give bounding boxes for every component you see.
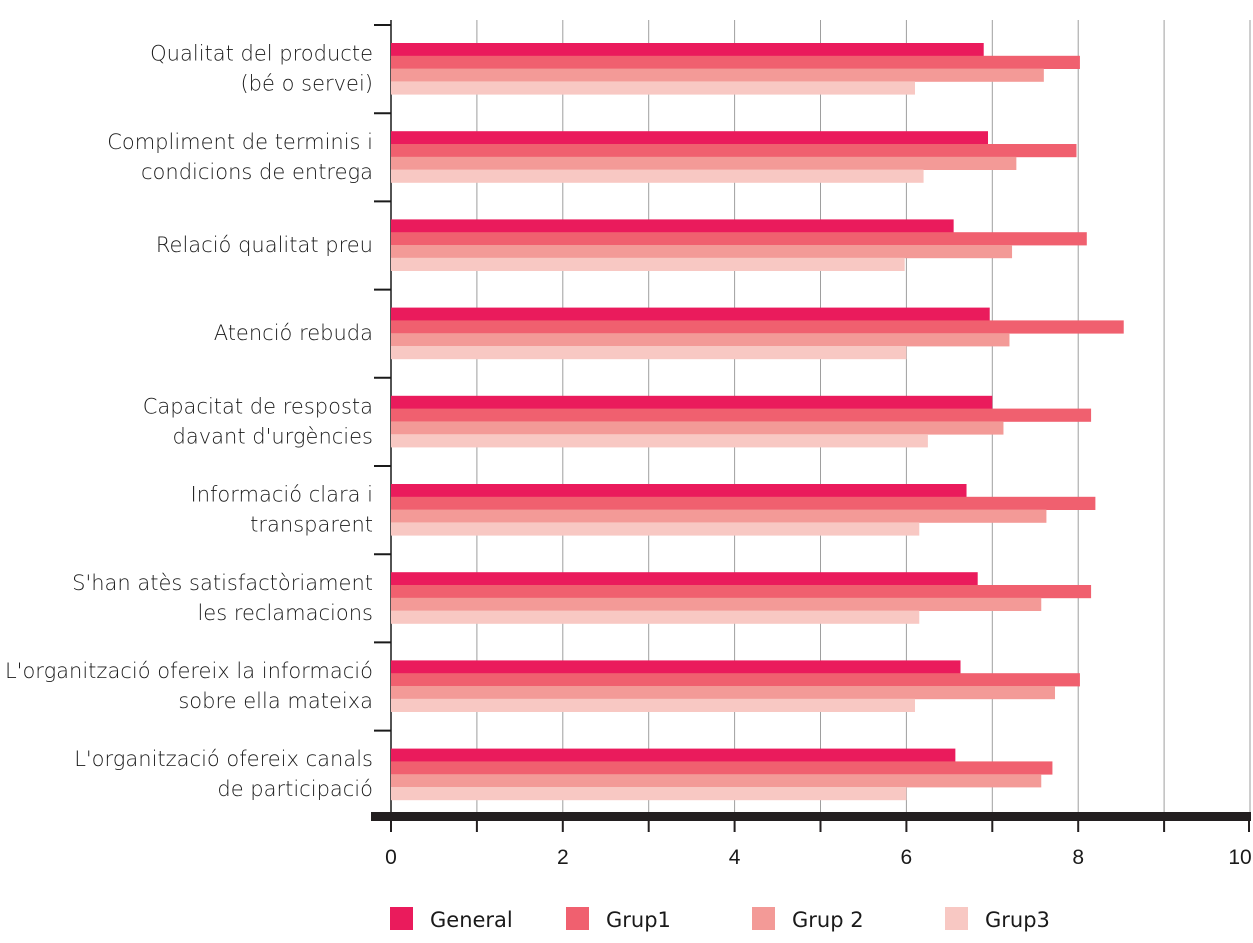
bar-grup3-1: [391, 169, 924, 183]
category-label: L'organització ofereix la informació: [5, 659, 373, 683]
bar-grup1-5: [391, 496, 1096, 510]
category-label: S'han atès satisfactòriament: [72, 571, 373, 595]
category-label: Qualitat del producte: [150, 42, 373, 66]
bar-grup3-7: [391, 698, 915, 712]
category-label: transparent: [250, 513, 373, 537]
category-label: Informació clara i: [191, 483, 374, 507]
bar-grup1-3: [391, 320, 1124, 334]
category-label: Atenció rebuda: [214, 321, 373, 345]
legend-swatch-0: [390, 907, 413, 930]
legend-swatch-2: [752, 907, 775, 930]
legend-swatch-1: [566, 907, 589, 930]
bar-grup3-6: [391, 610, 920, 624]
bar-grup1-2: [391, 232, 1087, 246]
category-label: Compliment de terminis i: [107, 130, 373, 154]
category-label: condicions de entrega: [141, 160, 373, 184]
bar-grup3-5: [391, 522, 920, 536]
bar-grup1-0: [391, 55, 1080, 69]
bar-grup1-6: [391, 585, 1092, 599]
x-tick-label: 6: [901, 846, 913, 869]
legend-label: Grup1: [606, 908, 671, 932]
bar-grup3-0: [391, 81, 915, 95]
bar-general-2: [391, 219, 954, 233]
bar-general-1: [391, 131, 989, 145]
category-label: Relació qualitat preu: [156, 233, 373, 257]
bar-grup2-6: [391, 597, 1042, 611]
legend-label: General: [430, 908, 513, 932]
bar-general-0: [391, 43, 984, 57]
x-axis-bar: [371, 812, 1251, 821]
x-tick-label: 4: [729, 846, 741, 869]
x-tick-label: 10: [1228, 846, 1251, 869]
category-label: L'organització ofereix canals: [74, 747, 373, 771]
category-label: Capacitat de resposta: [143, 394, 373, 418]
bar-general-5: [391, 484, 967, 498]
bar-grup2-3: [391, 333, 1010, 347]
bar-grup1-1: [391, 144, 1077, 158]
bar-general-6: [391, 572, 978, 586]
category-label: de participació: [217, 777, 373, 801]
bar-general-3: [391, 307, 990, 321]
bar-general-7: [391, 660, 961, 674]
legend-swatch-3: [945, 907, 968, 930]
bar-grup2-0: [391, 68, 1044, 82]
category-label: davant d'urgències: [173, 424, 373, 448]
category-label: (bé o servei): [240, 72, 373, 96]
bar-grup3-4: [391, 434, 928, 448]
bar-grup3-3: [391, 346, 907, 360]
bar-grup2-2: [391, 245, 1013, 259]
category-label: les reclamacions: [197, 601, 373, 625]
bar-general-4: [391, 395, 993, 409]
bar-grup1-8: [391, 761, 1053, 775]
bar-grup3-2: [391, 257, 905, 271]
bar-grup2-8: [391, 774, 1042, 788]
legend-label: Grup 2: [792, 908, 864, 932]
bar-grup2-7: [391, 686, 1056, 700]
bar-grup2-1: [391, 156, 1017, 170]
x-tick-label: 8: [1072, 846, 1084, 869]
x-tick-label: 2: [557, 846, 569, 869]
x-tick-label: 0: [385, 846, 397, 869]
category-label: sobre ella mateixa: [178, 689, 373, 713]
bar-general-8: [391, 748, 956, 762]
bar-grup1-4: [391, 408, 1092, 422]
bar-grup3-8: [391, 787, 907, 801]
bar-grup2-5: [391, 509, 1047, 523]
bar-grup1-7: [391, 673, 1080, 687]
legend-label: Grup3: [985, 908, 1050, 932]
bar-grup2-4: [391, 421, 1004, 435]
